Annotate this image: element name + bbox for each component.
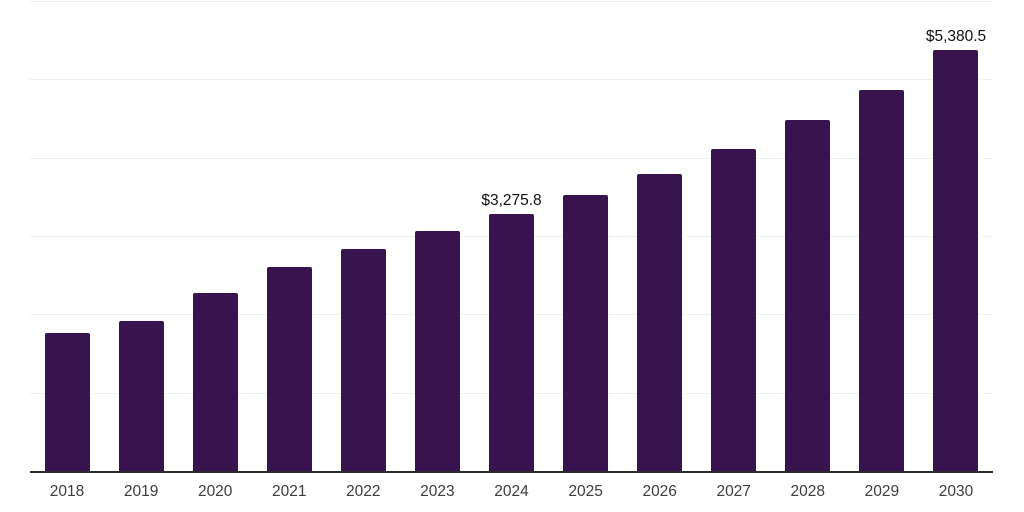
bar-2026 [637,173,682,471]
bar-2025 [563,194,608,471]
bar-2028 [785,120,830,471]
bar-2018 [45,333,90,471]
gridline-4000 [30,158,993,159]
x-tick-2030: 2030 [938,483,974,500]
bar-value-label-2030: $5,380.5 [925,27,987,45]
bar-value-label-2024: $3,275.8 [481,192,542,210]
bar-2024 [489,214,534,471]
x-tick-2019: 2019 [123,483,159,500]
x-tick-2024: 2024 [494,483,529,500]
bar-2020 [193,292,238,471]
bar-2029 [859,89,904,471]
x-axis-line [30,471,993,473]
gridline-5000 [30,79,993,80]
x-tick-2020: 2020 [197,483,233,500]
x-tick-2018: 2018 [49,483,85,500]
x-tick-2021: 2021 [272,483,307,500]
bar-2019 [119,321,164,471]
x-tick-2025: 2025 [568,483,603,500]
bar-2022 [341,248,386,471]
bar-2023 [415,231,460,471]
bar-2021 [267,266,312,471]
gridline-6000 [30,1,993,2]
x-tick-2029: 2029 [864,483,900,500]
x-tick-2028: 2028 [790,483,826,500]
x-tick-2026: 2026 [642,483,677,500]
bar-2030 [933,49,978,471]
x-tick-2023: 2023 [420,483,455,500]
x-tick-2022: 2022 [346,483,381,500]
x-tick-2027: 2027 [716,483,751,500]
bar-2027 [711,148,756,471]
